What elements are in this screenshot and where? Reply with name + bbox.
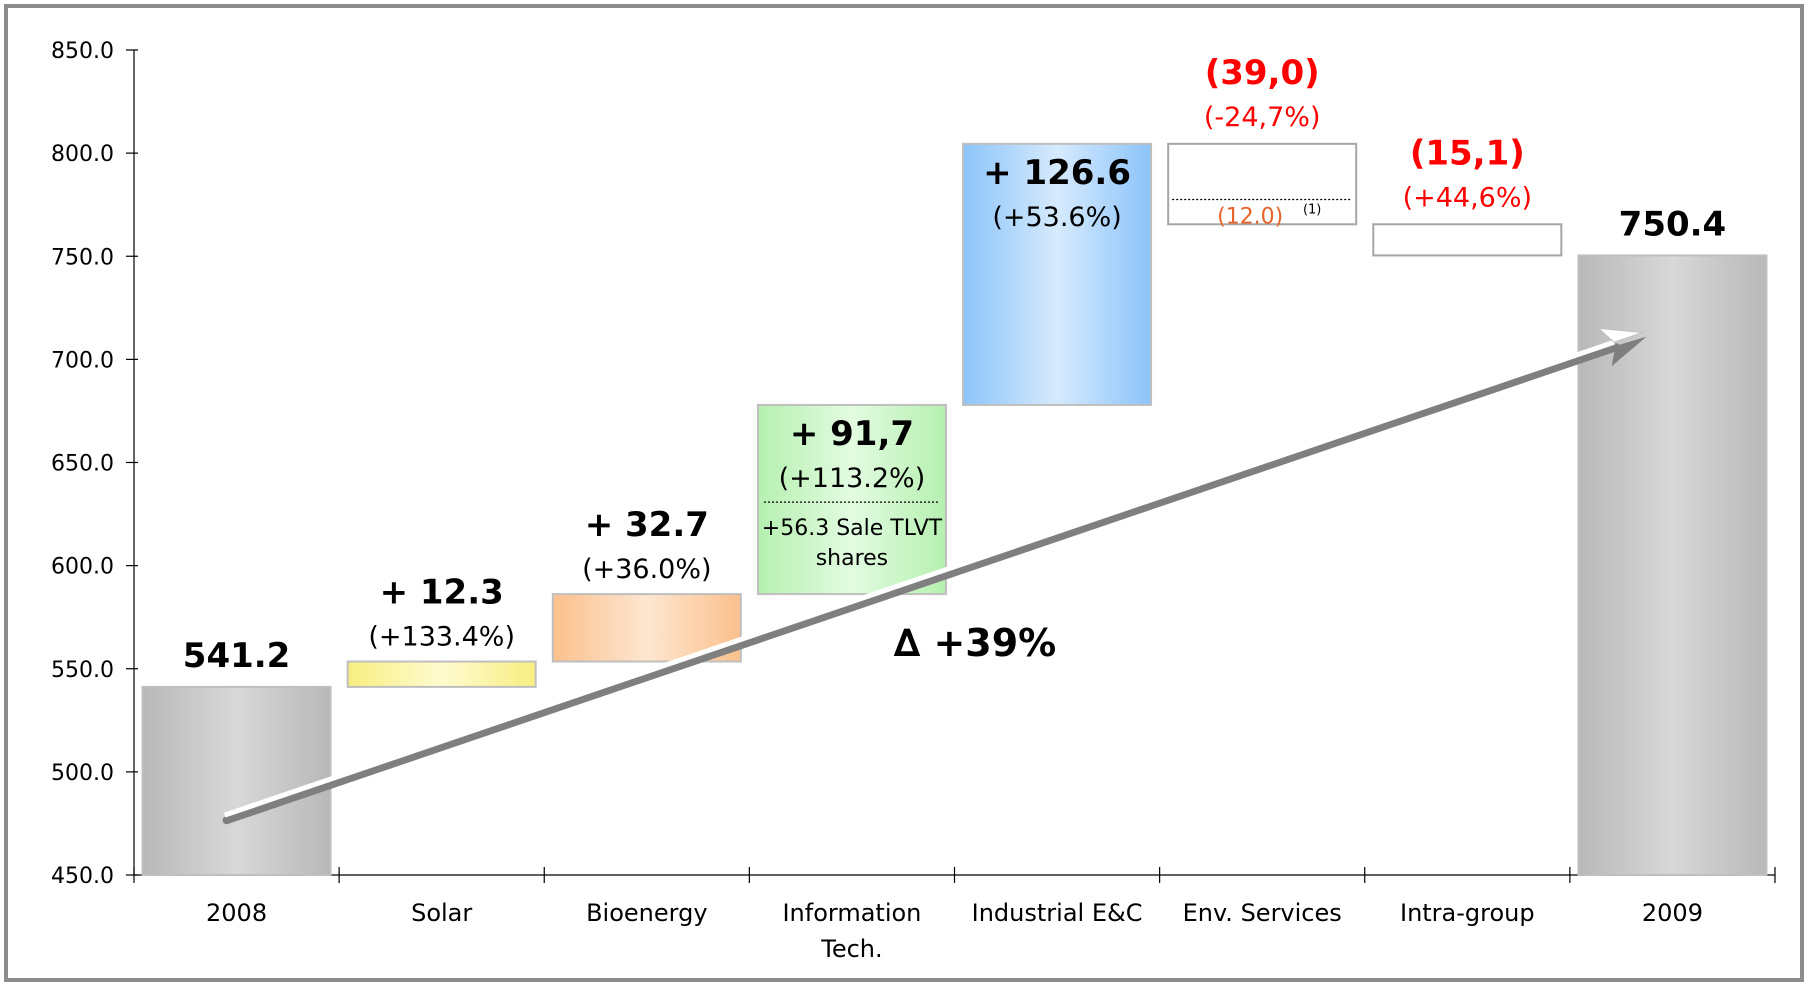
x-category-label: Bioenergy: [586, 899, 707, 927]
bar-value-label: 541.2: [183, 636, 291, 676]
bar-pct-label: (+133.4%): [368, 622, 515, 653]
x-category-label: Env. Services: [1183, 899, 1342, 927]
x-category-label: Information: [782, 899, 921, 927]
bar-intra-group: [1372, 223, 1563, 257]
y-tick-label: 550.0: [51, 658, 114, 683]
x-category-label: Solar: [411, 899, 472, 927]
y-tick-label: 800.0: [51, 142, 114, 167]
bar-value-label: (15,1): [1410, 133, 1525, 173]
bar-value-label: + 32.7: [585, 505, 709, 545]
bar-value-label: + 91,7: [790, 414, 914, 454]
bar-pct-label: (+113.2%): [779, 463, 926, 494]
trend-arrow-shaft-shadow: [222, 343, 1621, 825]
bar-pct-label: (+44,6%): [1403, 182, 1532, 213]
trend-arrow: [222, 327, 1647, 825]
y-tick-label: 600.0: [51, 555, 114, 580]
trend-arrow-head: [1611, 336, 1647, 367]
x-category-label: Tech.: [820, 935, 882, 963]
x-category-label: Industrial E&C: [972, 899, 1143, 927]
bar-env-services: [1167, 142, 1358, 226]
bar-value-label: 750.4: [1619, 204, 1727, 244]
x-category-label: Intra-group: [1400, 899, 1535, 927]
bar-2009: [1577, 254, 1768, 877]
trend-arrow-shaft-highlight: [223, 339, 1615, 818]
axes: 450.0 500.0 550.0 600.0 650.0 700.0 750.0 800.0…: [51, 39, 1776, 963]
x-category-label: 2009: [1642, 899, 1703, 927]
y-tick-label: 850.0: [51, 39, 114, 64]
it-note-line: +56.3 Sale TLVT: [762, 516, 943, 541]
labels: +56.3 Sale TLVT shares (12.0) (1) 541.2 + 12.…: [183, 53, 1726, 676]
y-tick-label: 500.0: [51, 761, 114, 786]
bar-information-tech: [756, 403, 947, 596]
delta-label: ∆ +39%: [894, 621, 1057, 665]
bar-value-label: + 126.6: [983, 153, 1131, 193]
y-tick-label: 750.0: [51, 245, 114, 270]
bar-value-label: (39,0): [1205, 53, 1320, 93]
y-tick-label: 450.0: [51, 864, 114, 889]
bar-industrial-e-c: [962, 142, 1153, 406]
bar-pct-label: (+36.0%): [582, 554, 711, 585]
y-tick-label: 650.0: [51, 452, 114, 477]
trend-arrow-head-highlight: [1597, 327, 1643, 343]
y-tick-label: 700.0: [51, 348, 114, 373]
env-note: (12.0): [1217, 205, 1283, 230]
bar-2008: [141, 685, 332, 877]
bar-value-label: + 12.3: [380, 573, 504, 613]
bar-pct-label: (-24,7%): [1204, 102, 1321, 133]
bars: [141, 142, 1768, 877]
env-note-superscript: (1): [1303, 203, 1321, 218]
bar-solar: [346, 660, 537, 688]
bar-pct-label: (+53.6%): [992, 202, 1121, 233]
it-note-line: shares: [816, 546, 888, 571]
x-category-label: 2008: [206, 899, 267, 927]
